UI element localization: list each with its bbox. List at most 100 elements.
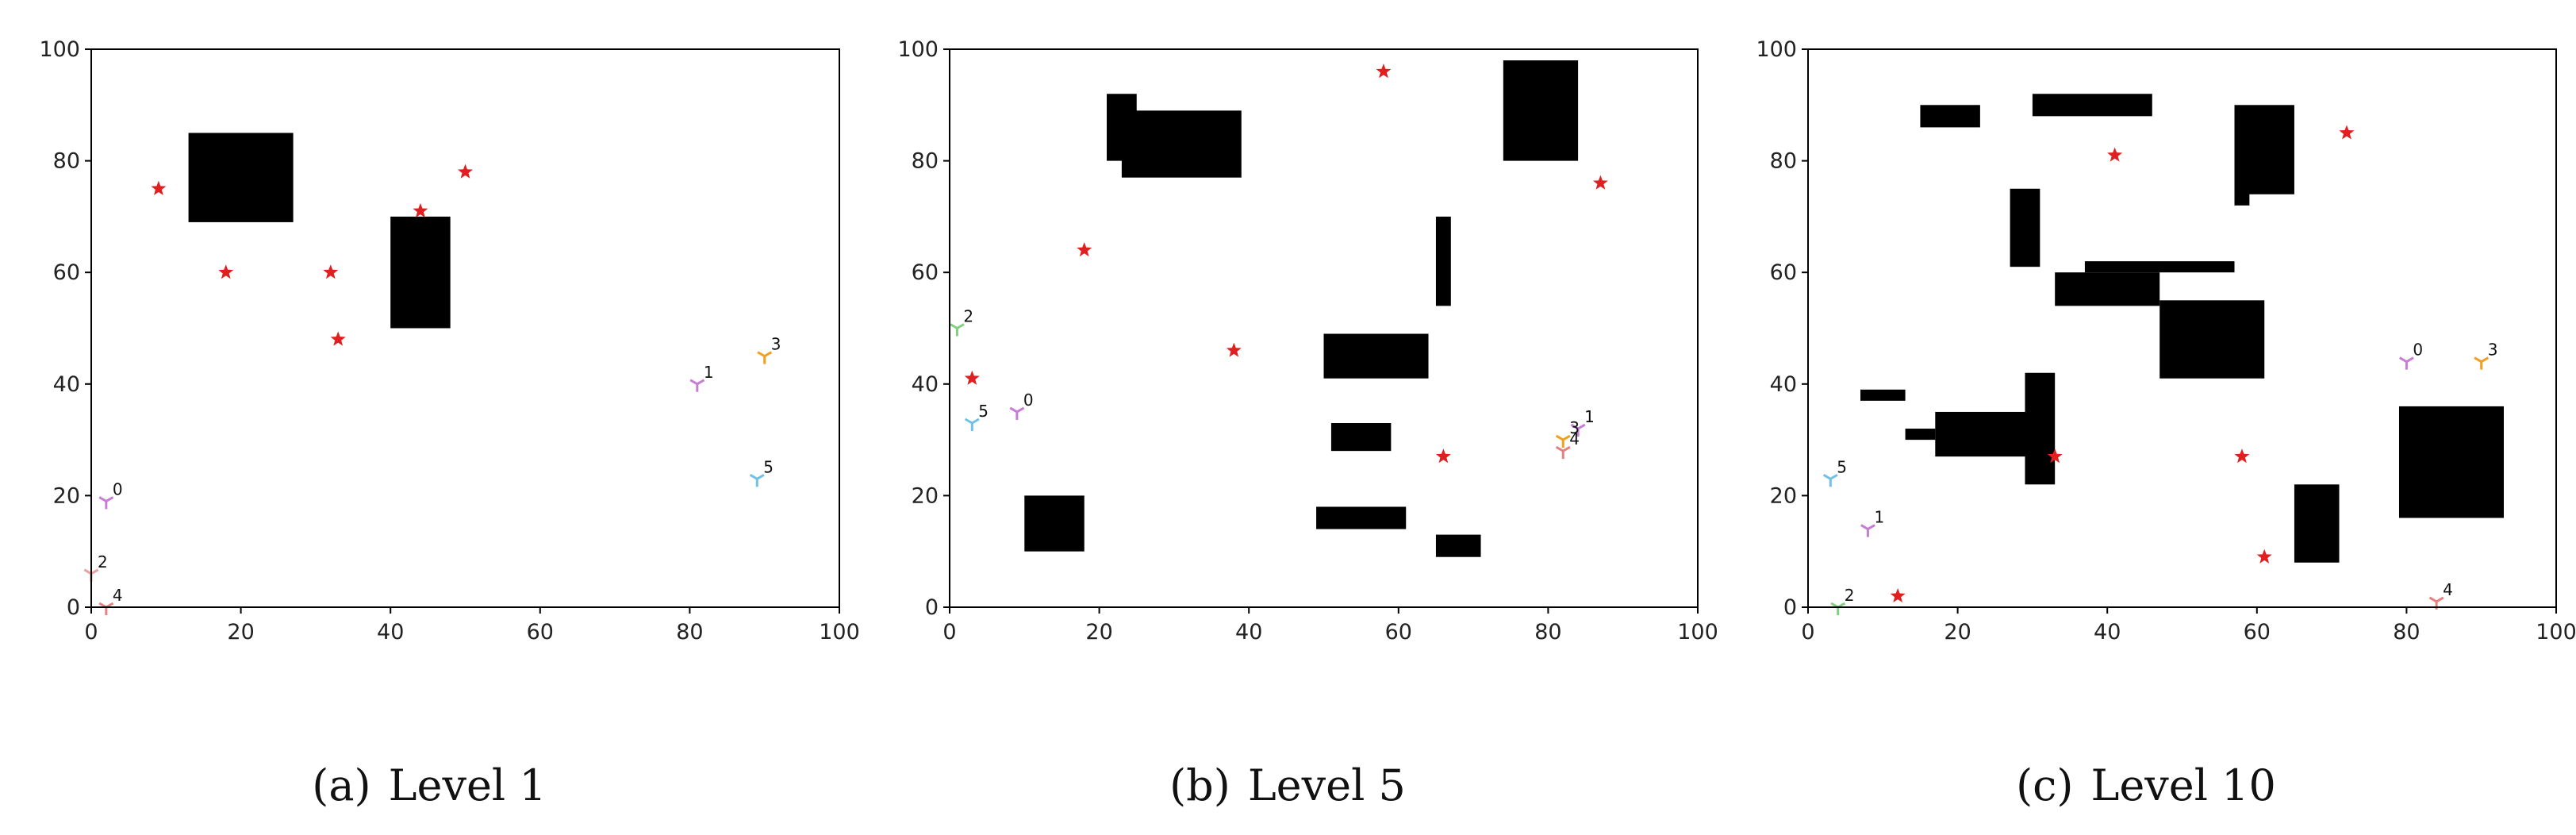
obstacle <box>1121 110 1242 178</box>
y-tick-label: 80 <box>912 149 939 174</box>
caption-title: Level 10 <box>2090 760 2276 810</box>
y-tick-label: 40 <box>53 372 80 397</box>
tri-marker-icon <box>2405 356 2414 363</box>
agent-label: 4 <box>2443 580 2453 599</box>
tri-marker-icon <box>83 568 92 575</box>
obstacle <box>2234 188 2250 206</box>
agent-marker-0 <box>98 496 114 510</box>
tri-marker-icon <box>1570 423 1579 430</box>
x-tick-label: 100 <box>1677 620 1717 645</box>
x-tick-label: 80 <box>2393 620 2420 645</box>
obstacle <box>1435 216 1451 306</box>
obstacle <box>2025 372 2056 485</box>
target-star-icon <box>1226 342 1242 357</box>
obstacle <box>1330 423 1392 452</box>
chart-level-10: 0 1 2 3 4 5 0 20 40 60 80 100 0 20 40 60 80 100 <box>1756 37 2575 645</box>
agent-label: 4 <box>113 586 123 605</box>
target-star-icon <box>964 370 980 385</box>
x-tick-label: 100 <box>819 620 858 645</box>
target-star-icon <box>1592 175 1608 190</box>
x-tick-label: 0 <box>84 620 98 645</box>
obstacle <box>2055 272 2160 306</box>
obstacle <box>390 216 451 329</box>
obstacle <box>1920 105 1980 128</box>
tri-marker-icon <box>971 418 980 425</box>
y-tick-label: 80 <box>1770 149 1797 174</box>
x-tick-label: 0 <box>942 620 956 645</box>
agent-label: 5 <box>763 457 774 476</box>
tri-marker-icon <box>763 351 773 357</box>
target-star-icon <box>1077 242 1092 257</box>
caption-label: (c) <box>2016 760 2074 810</box>
tri-marker-icon <box>1562 434 1571 441</box>
tri-marker-icon <box>689 379 698 386</box>
y-tick-label: 0 <box>67 595 80 620</box>
target-star-icon <box>330 331 346 346</box>
plot-area <box>1860 94 2504 603</box>
target-star-icon <box>413 202 428 217</box>
agent-marker-4 <box>98 602 114 615</box>
y-tick-label: 40 <box>1770 372 1797 397</box>
axes-frame <box>949 48 1699 608</box>
x-tick-label: 40 <box>2094 620 2121 645</box>
y-tick-label: 80 <box>53 149 80 174</box>
tri-marker-icon <box>1562 445 1571 452</box>
obstacle <box>1860 389 1906 401</box>
tri-marker-icon <box>1860 524 1869 530</box>
agent-marker-4 <box>1555 445 1571 460</box>
target-star-icon <box>1376 63 1392 79</box>
obstacle <box>2084 261 2235 273</box>
x-tick-label: 80 <box>676 620 703 645</box>
tri-marker-icon <box>2480 356 2490 363</box>
agent-marker-2 <box>950 323 965 337</box>
agent-label: 0 <box>2413 341 2423 360</box>
tri-marker-icon <box>1829 474 1838 480</box>
target-star-icon <box>2047 448 2063 464</box>
chart-level-1: 0 1 2 3 4 5 0 20 40 60 80 100 0 20 40 60 80 100 <box>39 37 858 645</box>
x-tick-label: 100 <box>2536 620 2575 645</box>
agent-label: 2 <box>1845 586 1855 605</box>
y-tick-label: 60 <box>1770 260 1797 285</box>
y-tick-label: 100 <box>39 37 80 62</box>
caption-level-5: (b) Level 5 <box>858 760 1717 810</box>
x-tick-label: 60 <box>2244 620 2271 645</box>
obstacle <box>1905 429 1936 441</box>
x-tick-label: 0 <box>1801 620 1814 645</box>
obstacle <box>2159 300 2265 379</box>
agent-marker-3 <box>2474 356 2490 370</box>
target-star-icon <box>1890 587 1906 603</box>
tri-marker-icon <box>757 351 766 357</box>
agent-marker-4 <box>2428 596 2444 610</box>
tri-marker-icon <box>90 568 99 575</box>
tri-marker-icon <box>1577 423 1586 430</box>
plot-area <box>151 133 474 346</box>
y-tick-label: 100 <box>1756 37 1797 62</box>
y-tick-label: 0 <box>925 595 939 620</box>
x-tick-label: 20 <box>227 620 254 645</box>
target-star-icon <box>2256 548 2272 564</box>
obstacle <box>2032 94 2152 117</box>
agent-label: 5 <box>978 402 989 421</box>
x-tick-label: 20 <box>1944 620 1971 645</box>
tri-marker-icon <box>2474 356 2482 363</box>
x-tick-label: 40 <box>1235 620 1262 645</box>
agent-label: 1 <box>1874 508 1884 527</box>
target-star-icon <box>2339 125 2355 140</box>
tri-marker-icon <box>950 323 958 329</box>
agent-label: 1 <box>1584 407 1595 426</box>
tri-marker-icon <box>964 418 973 425</box>
obstacle <box>1024 495 1085 552</box>
tri-marker-icon <box>98 496 107 502</box>
obstacle <box>188 133 294 222</box>
y-tick-label: 60 <box>53 260 80 285</box>
obstacle <box>1935 411 2040 457</box>
y-tick-label: 20 <box>1770 483 1797 508</box>
axes-frame <box>90 48 840 608</box>
agent-marker-0 <box>2398 356 2414 370</box>
agent-label: 5 <box>1837 457 1847 476</box>
caption-title: Level 1 <box>388 760 547 810</box>
agent-marker-3 <box>757 351 773 364</box>
obstacle <box>1503 60 1579 161</box>
agent-marker-3 <box>1555 434 1571 448</box>
obstacle <box>2010 188 2040 267</box>
